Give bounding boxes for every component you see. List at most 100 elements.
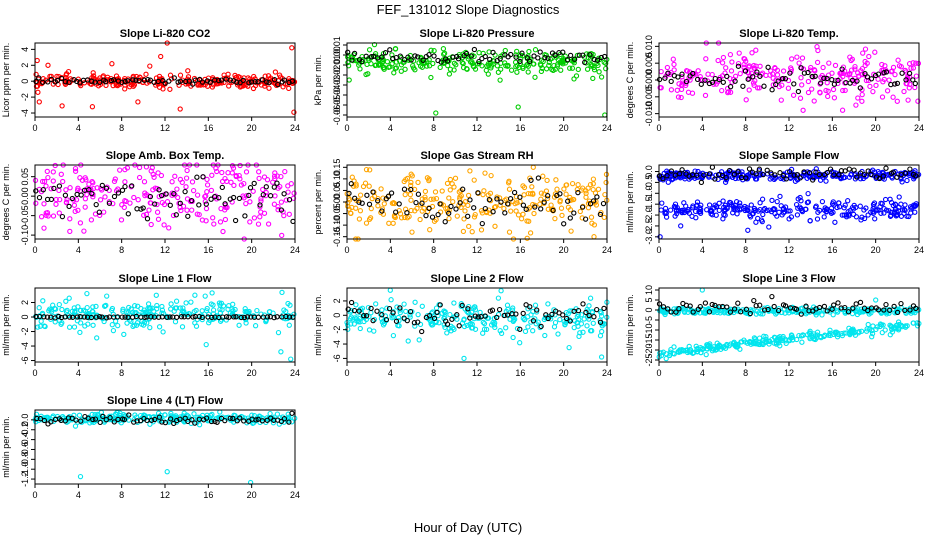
data-point [777,193,783,200]
data-point [190,187,197,194]
data-point [585,205,592,211]
y-tick-label: 0.010 [644,35,654,58]
data-point [881,70,887,76]
data-point [706,171,713,177]
data-point [86,187,92,193]
data-point [481,320,488,327]
data-point [404,215,411,221]
data-point [178,314,185,320]
data-point [894,309,901,316]
data-point [357,192,364,198]
data-point [805,89,812,96]
data-point [62,192,69,198]
y-tick-label: 0 [20,315,30,320]
data-point [287,302,293,308]
data-point [478,208,485,214]
data-point [243,200,249,207]
y-tick-label: -0.15 [332,226,342,247]
data-point [830,86,837,93]
data-point [550,207,556,214]
data-point [66,314,73,320]
data-point [749,50,755,56]
data-point [892,71,898,78]
data-point [428,47,434,53]
data-point [851,167,857,173]
data-point [386,220,392,226]
data-point [812,73,818,79]
data-point [892,310,898,316]
y-tick-label: 0.00 [332,193,342,211]
data-point [363,166,370,173]
y-tick-label: -1.0 [20,461,30,477]
data-point [259,418,266,424]
data-point [777,170,783,176]
data-point [143,211,150,218]
data-point [99,182,105,189]
data-point [432,189,439,195]
data-point [209,314,215,321]
data-point [230,415,236,422]
data-point [766,224,772,230]
data-point [861,171,867,178]
data-point [415,179,421,186]
data-point [803,303,809,309]
data-point [745,76,751,82]
data-point [754,69,760,75]
data-point [178,311,185,317]
data-point [271,77,278,83]
data-point [199,316,205,323]
data-point [48,186,54,192]
data-point [208,418,215,425]
data-point [431,315,438,322]
data-point [110,200,116,207]
data-point [359,58,365,65]
data-point [260,192,266,198]
data-point [202,293,208,299]
panel-title: Slope Li-820 Temp. [739,28,838,40]
data-point [697,205,703,211]
data-point [763,336,769,343]
data-point [594,57,601,63]
data-point [275,81,281,88]
data-point [598,74,605,80]
data-point [732,78,738,84]
data-point [345,322,351,328]
data-point [753,303,759,309]
data-point [189,179,196,185]
data-point [83,177,89,183]
data-point [699,287,705,293]
data-point [96,313,103,320]
data-point [117,410,123,416]
data-point [524,235,530,241]
data-point [56,183,63,189]
data-point [158,192,165,199]
data-point [133,77,139,83]
data-point [761,307,768,313]
data-point [821,333,827,340]
data-point [737,200,743,206]
data-point [577,208,583,215]
data-point [600,200,607,207]
data-point [472,313,478,319]
data-point [419,328,425,335]
data-point [275,203,281,210]
data-point [558,67,564,73]
data-points [656,40,922,113]
data-point [794,54,800,60]
data-point [392,65,398,72]
x-tick-label: 24 [290,490,300,500]
data-point [482,313,488,319]
data-point [713,204,719,210]
data-point [910,60,916,66]
data-point [852,66,858,72]
y-tick-label: -0.6 [20,442,30,458]
data-point [454,312,460,318]
data-point [513,52,519,58]
data-point [729,79,735,85]
data-point [199,308,205,314]
data-point [716,207,722,214]
data-point [554,186,560,192]
data-point [361,313,367,319]
data-point [896,321,902,328]
